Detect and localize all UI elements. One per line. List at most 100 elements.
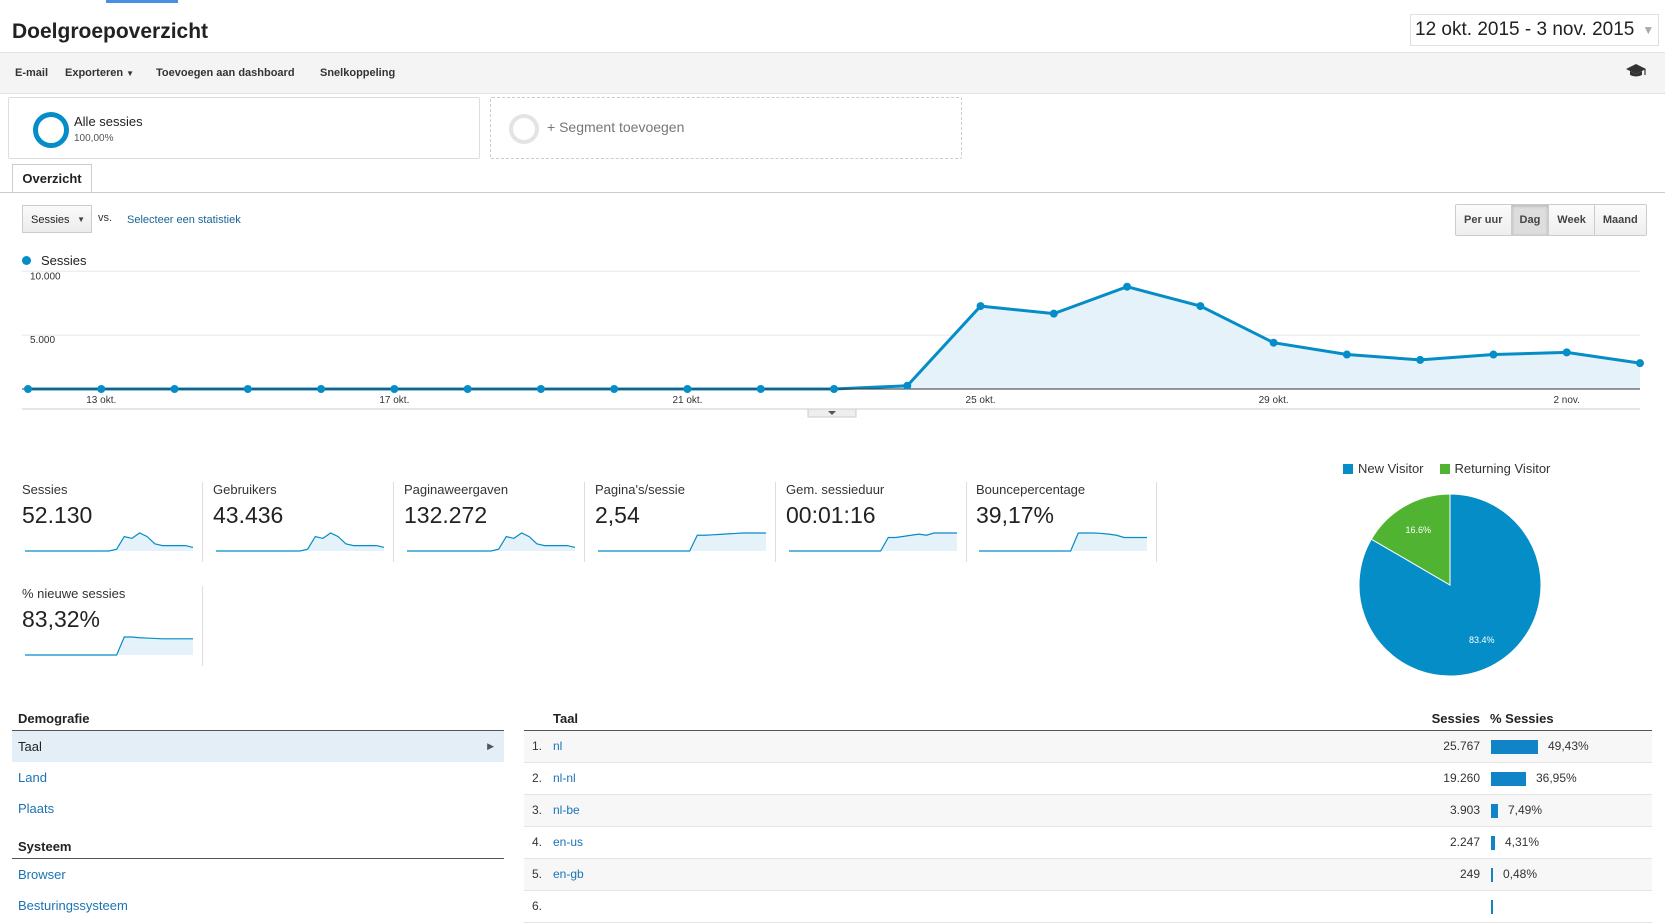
system-item-browser[interactable]: Browser <box>18 867 66 882</box>
data-point[interactable] <box>1636 359 1644 368</box>
data-point[interactable] <box>1416 355 1425 364</box>
demographic-item-land[interactable]: Land <box>12 762 504 793</box>
data-point[interactable] <box>1269 338 1278 347</box>
data-point[interactable] <box>1342 350 1351 359</box>
data-point[interactable] <box>1123 282 1132 291</box>
table-row[interactable]: 3. nl-be 3.903 7,49% <box>524 795 1652 827</box>
table-row[interactable]: 6. <box>524 891 1652 923</box>
granularity-per-uur[interactable]: Per uur <box>1456 205 1512 235</box>
scorecard[interactable]: Gem. sessieduur 00:01:16 <box>786 482 967 562</box>
top-accent-bar <box>106 0 178 3</box>
sparkline <box>979 532 1147 552</box>
scorecard[interactable]: Sessies 52.130 <box>22 482 203 562</box>
row-sessions: 25.767 <box>1443 739 1480 753</box>
data-point[interactable] <box>1562 348 1571 357</box>
data-point[interactable] <box>170 385 179 393</box>
data-point[interactable] <box>1049 309 1058 318</box>
data-point[interactable] <box>97 385 106 393</box>
scorecard[interactable]: % nieuwe sessies 83,32% <box>22 586 203 666</box>
scorecard[interactable]: Paginaweergaven 132.272 <box>404 482 585 562</box>
col-pct-sessions[interactable]: % Sessies <box>1490 711 1554 726</box>
legend-label: New Visitor <box>1358 461 1424 476</box>
chevron-down-icon: ▼ <box>77 215 85 224</box>
scorecard-title: Gem. sessieduur <box>786 482 885 497</box>
graduation-cap-icon[interactable] <box>1625 63 1647 84</box>
chevron-down-icon: ▼ <box>126 69 135 78</box>
area-fill <box>28 286 1640 389</box>
pie-slice-label: 83.4% <box>1469 635 1495 645</box>
data-point[interactable] <box>243 385 252 393</box>
data-point[interactable] <box>463 385 472 393</box>
pie-slice[interactable] <box>1370 493 1451 586</box>
row-language-link[interactable]: en-gb <box>553 867 584 881</box>
data-point[interactable] <box>1196 302 1205 311</box>
row-rank: 4. <box>532 835 543 849</box>
table-body: 1. nl 25.767 49,43% 2. nl-nl 19.260 36,95% 3. nl-… <box>524 731 1652 923</box>
col-language: Taal <box>553 711 579 726</box>
row-pct: 0,48% <box>1503 867 1538 881</box>
legend-label: Sessies <box>41 253 87 268</box>
data-point[interactable] <box>317 385 326 393</box>
row-pct-bar <box>1491 868 1493 882</box>
table-row[interactable]: 4. en-us 2.247 4,31% <box>524 827 1652 859</box>
date-range-picker[interactable]: 12 okt. 2015 - 3 nov. 2015 ▼ <box>1410 14 1660 46</box>
data-point[interactable] <box>390 385 399 393</box>
table-row[interactable]: 2. nl-nl 19.260 36,95% <box>524 763 1652 795</box>
shortcut-button[interactable]: Snelkoppeling <box>320 67 396 79</box>
scorecard-value: 43.436 <box>213 502 284 528</box>
scorecard[interactable]: Gebruikers 43.436 <box>213 482 394 562</box>
scorecard-title: Paginaweergaven <box>404 482 509 497</box>
col-sessions[interactable]: Sessies <box>1431 711 1480 726</box>
granularity-maand[interactable]: Maand <box>1594 205 1646 235</box>
data-point[interactable] <box>1489 350 1498 359</box>
data-point[interactable] <box>903 381 912 390</box>
row-language-link[interactable]: nl <box>553 739 563 753</box>
demographic-item-taal[interactable]: Taal ▶ <box>12 731 504 762</box>
legend-label: Returning Visitor <box>1454 461 1551 476</box>
scorecard[interactable]: Pagina's/sessie 2,54 <box>595 482 776 562</box>
x-tick-label: 21 okt. <box>672 395 702 406</box>
metric-select[interactable]: Sessies ▼ <box>22 205 92 233</box>
scorecard-title: Bouncepercentage <box>976 482 1086 497</box>
demographic-item-plaats[interactable]: Plaats <box>12 793 504 824</box>
scorecard-value: 52.130 <box>22 502 93 528</box>
data-point[interactable] <box>756 385 765 393</box>
sparkline <box>598 532 766 552</box>
row-rank: 1. <box>532 739 543 753</box>
data-point[interactable] <box>24 385 32 393</box>
email-button[interactable]: E-mail <box>15 67 49 79</box>
scorecard[interactable]: Bouncepercentage 39,17% <box>976 482 1157 562</box>
row-language-link[interactable]: nl-nl <box>553 771 576 785</box>
scorecard-value: 00:01:16 <box>786 502 876 528</box>
granularity-dag[interactable]: Dag <box>1511 205 1550 235</box>
export-label: Exporteren <box>65 67 124 79</box>
row-language-link[interactable]: nl-be <box>553 803 580 817</box>
data-point[interactable] <box>683 385 692 393</box>
collapse-handle-icon[interactable] <box>807 408 857 418</box>
data-point[interactable] <box>830 385 838 393</box>
data-point[interactable] <box>976 302 985 311</box>
row-rank: 2. <box>532 771 543 785</box>
row-sessions: 249 <box>1459 867 1480 881</box>
sparkline <box>25 532 194 552</box>
granularity-week[interactable]: Week <box>1549 205 1595 235</box>
segment-all-sessions[interactable]: Alle sessies 100,00% <box>8 97 480 159</box>
data-point[interactable] <box>610 385 619 393</box>
item-label: Taal <box>18 739 42 754</box>
select-statistic-link[interactable]: Selecteer een statistiek <box>127 214 241 226</box>
tab-overview[interactable]: Overzicht <box>12 164 92 193</box>
add-segment-button[interactable]: + Segment toevoegen <box>490 97 962 159</box>
row-language-link[interactable]: en-us <box>553 835 584 849</box>
scorecard-value: 83,32% <box>22 606 101 632</box>
add-to-dashboard-button[interactable]: Toevoegen aan dashboard <box>156 67 295 79</box>
pie-slice-label: 16.6% <box>1406 525 1432 535</box>
export-button[interactable]: Exporteren ▼ <box>65 67 134 79</box>
data-point[interactable] <box>536 385 545 393</box>
table-header: Taal Sessies % Sessies <box>524 708 1652 731</box>
scorecard-title: % nieuwe sessies <box>22 586 126 601</box>
system-item-besturingssysteem[interactable]: Besturingssysteem <box>18 898 128 913</box>
row-rank: 3. <box>532 803 543 817</box>
table-row[interactable]: 1. nl 25.767 49,43% <box>524 731 1652 763</box>
row-sessions: 19.260 <box>1443 771 1480 785</box>
table-row[interactable]: 5. en-gb 249 0,48% <box>524 859 1652 891</box>
